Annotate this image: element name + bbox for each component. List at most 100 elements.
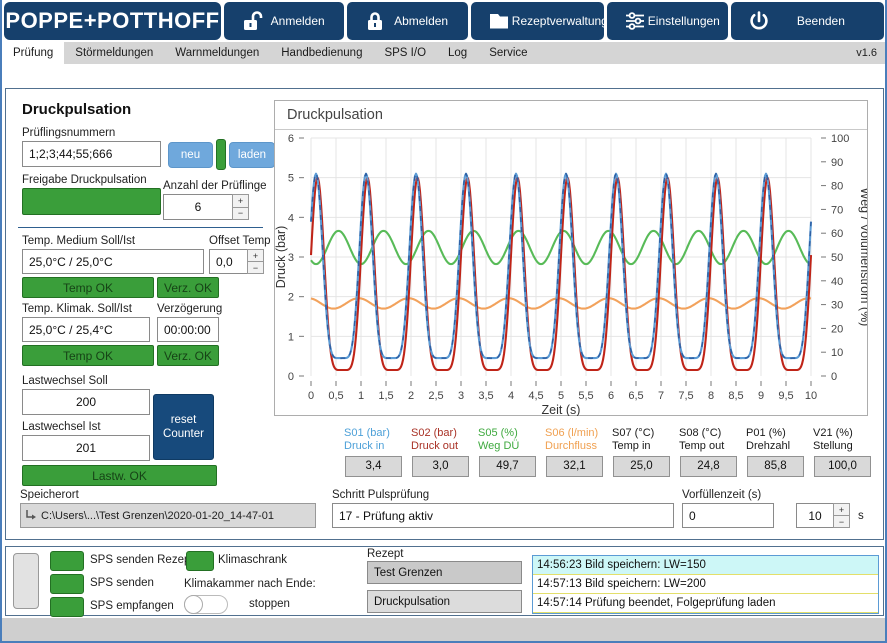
folder-icon <box>486 8 512 34</box>
vorfuellzeit-stepper[interactable]: + − <box>833 503 850 528</box>
svg-text:8,5: 8,5 <box>728 390 743 402</box>
log-row[interactable]: 14:57:13 Bild speichern: LW=200 <box>533 575 878 594</box>
svg-text:8: 8 <box>708 390 714 402</box>
klimakammer-toggle-knob[interactable] <box>184 595 203 614</box>
verzoegerung-input[interactable]: 00:00:00 <box>157 317 219 342</box>
temp-medium-input[interactable]: 25,0°C / 25,0°C <box>22 249 204 274</box>
svg-text:3,5: 3,5 <box>478 390 493 402</box>
login-button-label: Anmelden <box>270 14 325 28</box>
pruefling-label: Prüflingsnummern <box>22 127 116 139</box>
temp-medium-input-value: 25,0°C / 25,0°C <box>29 254 113 269</box>
svg-text:Zeit (s): Zeit (s) <box>542 403 581 416</box>
settings-button[interactable]: Einstellungen <box>606 2 728 40</box>
schritt-input[interactable]: 17 - Prüfung aktiv <box>332 503 674 528</box>
sensor-s05: S05 (%) Weg DÜ 49,7 <box>478 427 545 477</box>
svg-text:30: 30 <box>831 300 843 312</box>
offset-temp-stepper[interactable]: + − <box>247 249 264 274</box>
section-title: Druckpulsation <box>22 101 132 118</box>
offset-temp-stepper-up[interactable]: + <box>247 249 264 262</box>
svg-text:Druck (bar): Druck (bar) <box>275 226 288 289</box>
temp-klimak-input[interactable]: 25,0°C / 25,4°C <box>22 317 150 342</box>
lastwechsel-ist-label: Lastwechsel Ist <box>22 421 101 433</box>
tab-bar: Prüfung Störmeldungen Warnmeldungen Hand… <box>2 42 885 64</box>
vorfuellzeit-stepper-down[interactable]: − <box>833 516 850 528</box>
tab-sps-io[interactable]: SPS I/O <box>373 42 437 64</box>
anzahl-stepper[interactable]: + − <box>232 194 249 220</box>
vorfuellzeit-stepper-up[interactable]: + <box>833 503 850 516</box>
sensor-s02: S02 (bar) Druck out 3,0 <box>411 427 478 477</box>
lastwechsel-ok-button[interactable]: Lastw. OK <box>22 465 217 486</box>
freigabe-status-button[interactable] <box>22 188 161 215</box>
anzahl-stepper-down[interactable]: − <box>232 207 249 220</box>
sensor-s06-id: S06 (l/min) <box>545 427 599 439</box>
temp-medium-ok-button[interactable]: Temp OK <box>22 277 154 298</box>
log-row[interactable]: 14:56:23 Bild speichern: LW=150 <box>533 556 878 575</box>
divider <box>18 227 263 228</box>
sensor-readouts: S01 (bar) Druck in 3,4 S02 (bar) Druck o… <box>344 427 882 477</box>
klimaschrank-indicator <box>186 551 214 571</box>
svg-text:10: 10 <box>831 347 843 359</box>
temp-klimak-input-value: 25,0°C / 25,4°C <box>29 322 113 337</box>
log-row-text: 14:56:23 Bild speichern: LW=150 <box>537 559 706 571</box>
lastwechsel-ist-input[interactable]: 201 <box>22 435 150 461</box>
sensor-s07-value: 25,0 <box>613 456 670 477</box>
reset-counter-button[interactable]: reset Counter <box>153 394 214 460</box>
tab-log[interactable]: Log <box>437 42 478 64</box>
vorfuellzeit-spin-input[interactable]: 10 <box>796 503 834 528</box>
tab-handbedienung[interactable]: Handbedienung <box>270 42 373 64</box>
recipe-management-button[interactable]: Rezeptverwaltung <box>470 2 608 40</box>
svg-text:7: 7 <box>658 390 664 402</box>
sensor-s01: S01 (bar) Druck in 3,4 <box>344 427 411 477</box>
temp-klimak-verz-ok-button[interactable]: Verz. OK <box>157 345 219 366</box>
lastwechsel-soll-input[interactable]: 200 <box>22 389 150 415</box>
sensor-p01-name: Drehzahl <box>746 440 791 452</box>
logout-button-label: Abmelden <box>394 14 449 28</box>
svg-text:0,5: 0,5 <box>328 390 343 402</box>
rezept-current-box[interactable]: Test Grenzen <box>367 561 522 584</box>
anzahl-stepper-up[interactable]: + <box>232 194 249 208</box>
tab-handbedienung-label: Handbedienung <box>281 47 363 59</box>
path-icon <box>25 509 37 523</box>
anzahl-input[interactable]: 6 <box>163 194 233 220</box>
main-panel: Druckpulsation Prüflingsnummern 1;2;3;44… <box>5 88 884 540</box>
temp-klimak-ok-button[interactable]: Temp OK <box>22 345 154 366</box>
svg-text:70: 70 <box>831 204 843 216</box>
svg-text:0: 0 <box>831 371 837 383</box>
logout-button[interactable]: Abmelden <box>347 2 468 40</box>
event-log: 14:56:23 Bild speichern: LW=150 14:57:13… <box>532 555 879 614</box>
header-buttons: Anmelden Abmelden Rezeptverwaltung <box>224 2 884 40</box>
tab-pruefung-label: Prüfung <box>13 47 54 59</box>
pruefling-input-value: 1;2;3;44;55;666 <box>29 147 113 161</box>
tab-stoermeldungen[interactable]: Störmeldungen <box>64 42 164 64</box>
pruefling-input[interactable]: 1;2;3;44;55;666 <box>22 141 161 167</box>
log-row[interactable]: 14:57:14 Prüfung beendet, Folgeprüfung l… <box>533 594 878 613</box>
klimakammer-toggle[interactable] <box>184 595 228 614</box>
login-button[interactable]: Anmelden <box>224 2 345 40</box>
offset-temp-input[interactable]: 0,0 <box>209 249 248 274</box>
temp-medium-verz-ok-button[interactable]: Verz. OK <box>157 277 219 298</box>
temp-klimak-ok-label: Temp OK <box>62 348 113 363</box>
freigabe-label: Freigabe Druckpulsation <box>22 174 147 186</box>
tab-service[interactable]: Service <box>478 42 538 64</box>
tab-pruefung[interactable]: Prüfung <box>2 42 65 64</box>
exit-button[interactable]: Beenden <box>730 2 884 40</box>
recipe-management-button-label: Rezeptverwaltung <box>511 14 608 28</box>
svg-text:90: 90 <box>831 157 843 169</box>
tab-warnmeldungen[interactable]: Warnmeldungen <box>164 42 270 64</box>
laden-button-label: laden <box>237 149 267 161</box>
vorfuellzeit-input[interactable]: 0 <box>682 503 774 528</box>
sensor-s02-value: 3,0 <box>412 456 469 477</box>
sensor-s07-id: S07 (°C) <box>612 427 655 439</box>
side-handle-button[interactable] <box>13 553 39 609</box>
laden-button[interactable]: laden <box>229 142 275 168</box>
offset-temp-stepper-down[interactable]: − <box>247 262 264 274</box>
vorfuellzeit-unit: s <box>858 510 864 522</box>
sensor-s06: S06 (l/min) Durchfluss 32,1 <box>545 427 612 477</box>
neu-button[interactable]: neu <box>168 142 213 168</box>
speicherort-box[interactable]: C:\Users\...\Test Grenzen\2020-01-20_14-… <box>20 503 316 528</box>
speicherort-label: Speicherort <box>20 489 79 501</box>
sensor-s01-id: S01 (bar) <box>344 427 390 439</box>
sensor-s02-name: Druck out <box>411 440 459 452</box>
sensor-v21: V21 (%) Stellung 100,0 <box>813 427 880 477</box>
rezept-type-box[interactable]: Druckpulsation <box>367 590 522 613</box>
